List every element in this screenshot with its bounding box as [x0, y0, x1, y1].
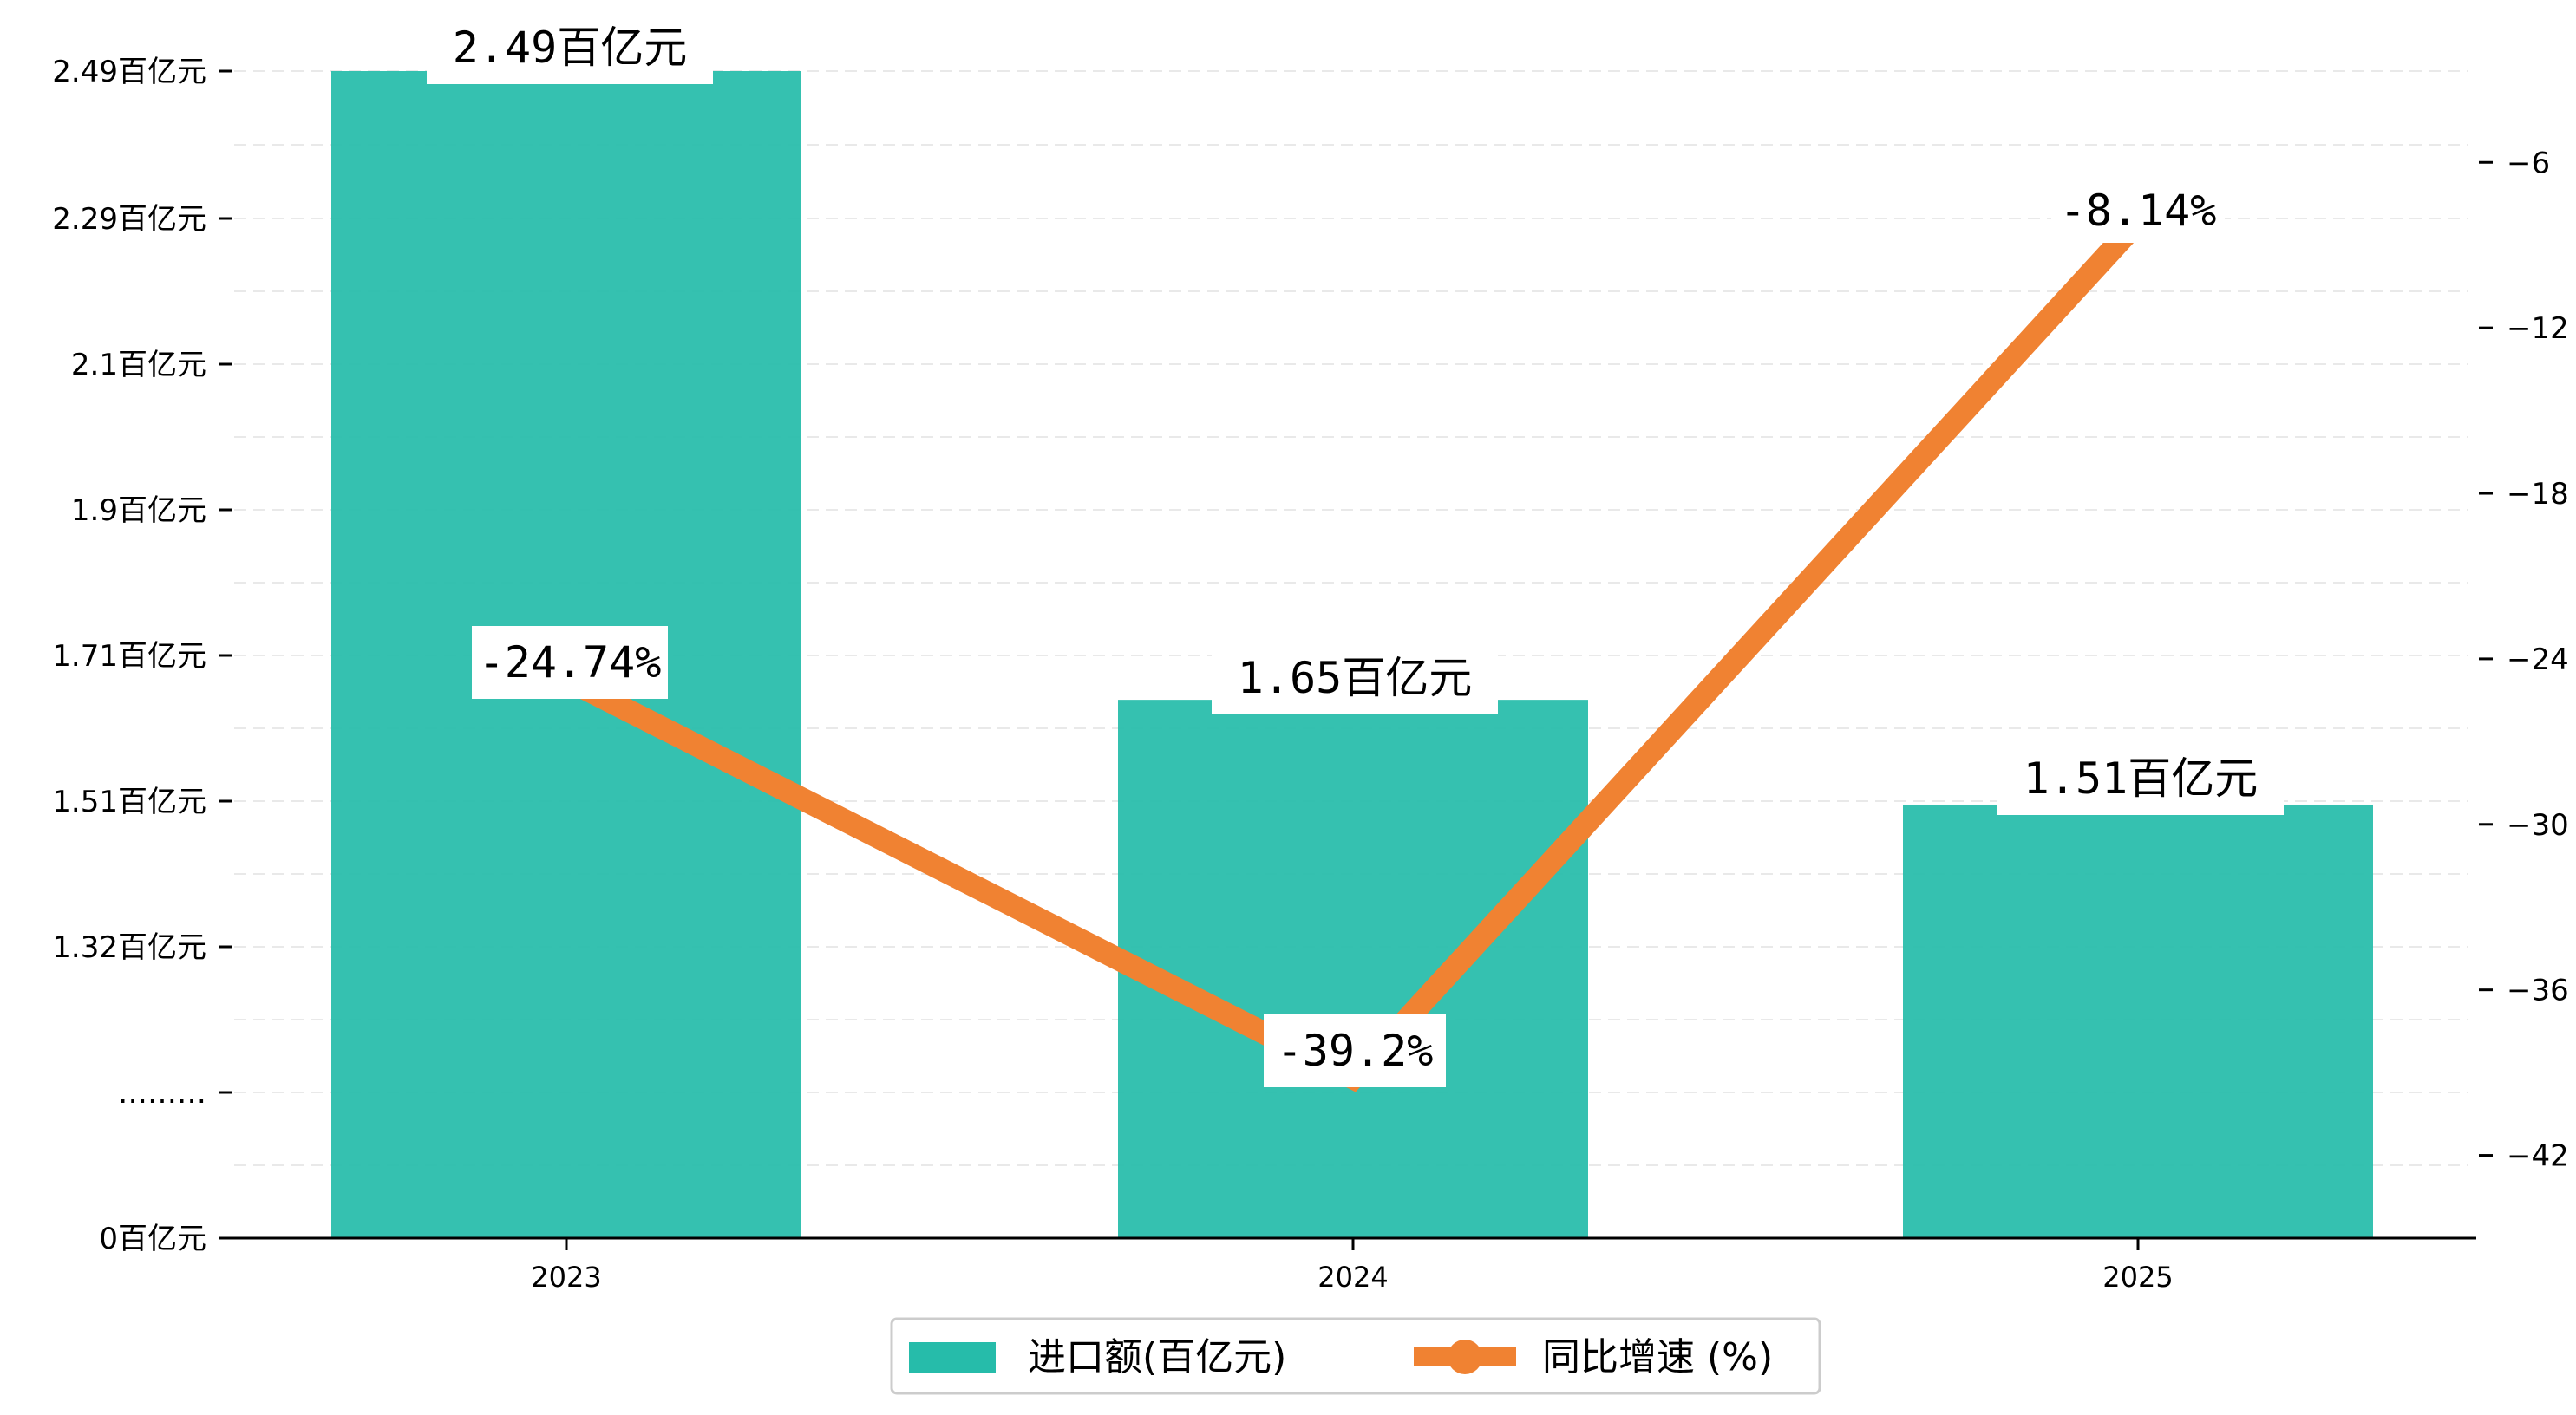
y-left-tick-label: 2.1百亿元: [71, 348, 206, 382]
bar-label-2023: 2.49百亿元: [453, 23, 687, 73]
x-tick-label: 2023: [531, 1261, 601, 1294]
bar-label-2024: 1.65百亿元: [1238, 653, 1472, 703]
legend: 进口额(百亿元) 同比增速 (%): [890, 1317, 1821, 1395]
y-left-tick-label: 1.32百亿元: [52, 930, 206, 965]
line-label-2023-box: [472, 626, 668, 699]
line-label-2024: -39.2%: [1277, 1026, 1434, 1076]
y-right-tick-label: −12: [2507, 311, 2569, 346]
y-left-tick-label: 1.9百亿元: [71, 493, 206, 528]
legend-box: [890, 1317, 1821, 1395]
axes: 0百亿元 ……… 1.32百亿元 1.51百亿元 1.71百亿元 1.9百亿元 2.1百亿元…: [52, 55, 2568, 1294]
y-right-tick-label: −42: [2507, 1139, 2569, 1174]
x-tick-label: 2025: [2102, 1261, 2173, 1294]
y-right-tick-label: −36: [2507, 974, 2569, 1008]
line-label-2025: -8.14%: [2060, 186, 2217, 236]
legend-swatch-bar: [909, 1342, 996, 1373]
y-right-tick-label: −18: [2507, 477, 2569, 512]
y-right-tick-label: −24: [2507, 642, 2569, 677]
line-label-2023: -24.74%: [479, 637, 662, 688]
y-right-tick-label: −30: [2507, 808, 2569, 843]
legend-label-line: 同比增速 (%): [1542, 1335, 1773, 1379]
y-left-tick-label: 0百亿元: [99, 1222, 206, 1256]
data-labels: 2.49百亿元 1.65百亿元 1.51百亿元 -24.74% -39.2% -8.14%: [427, 11, 2284, 1087]
y-left-tick-label: 1.51百亿元: [52, 785, 206, 819]
bar-label-2024-box: [1212, 642, 1498, 714]
bar-label-2023-box: [427, 11, 713, 84]
y-left-tick-label: 1.71百亿元: [52, 639, 206, 674]
legend-label-bar: 进口额(百亿元): [1028, 1335, 1286, 1379]
y-left-tick-label: 2.29百亿元: [52, 202, 206, 237]
bar-label-2025: 1.51百亿元: [2024, 753, 2258, 804]
bar-2025: [1903, 804, 2373, 1238]
bar-label-2025-box: [1997, 742, 2284, 815]
y-left-tick-label: 2.49百亿元: [52, 55, 206, 89]
x-tick-label: 2024: [1317, 1261, 1388, 1294]
y-right-tick-label: −6: [2507, 146, 2550, 180]
y-left-tick-label: ………: [118, 1076, 206, 1111]
bar-2024: [1118, 700, 1588, 1238]
legend-marker-line: [1448, 1340, 1482, 1374]
line-label-2024-box: [1264, 1014, 1446, 1087]
line-label-2025-box: [2051, 179, 2225, 243]
